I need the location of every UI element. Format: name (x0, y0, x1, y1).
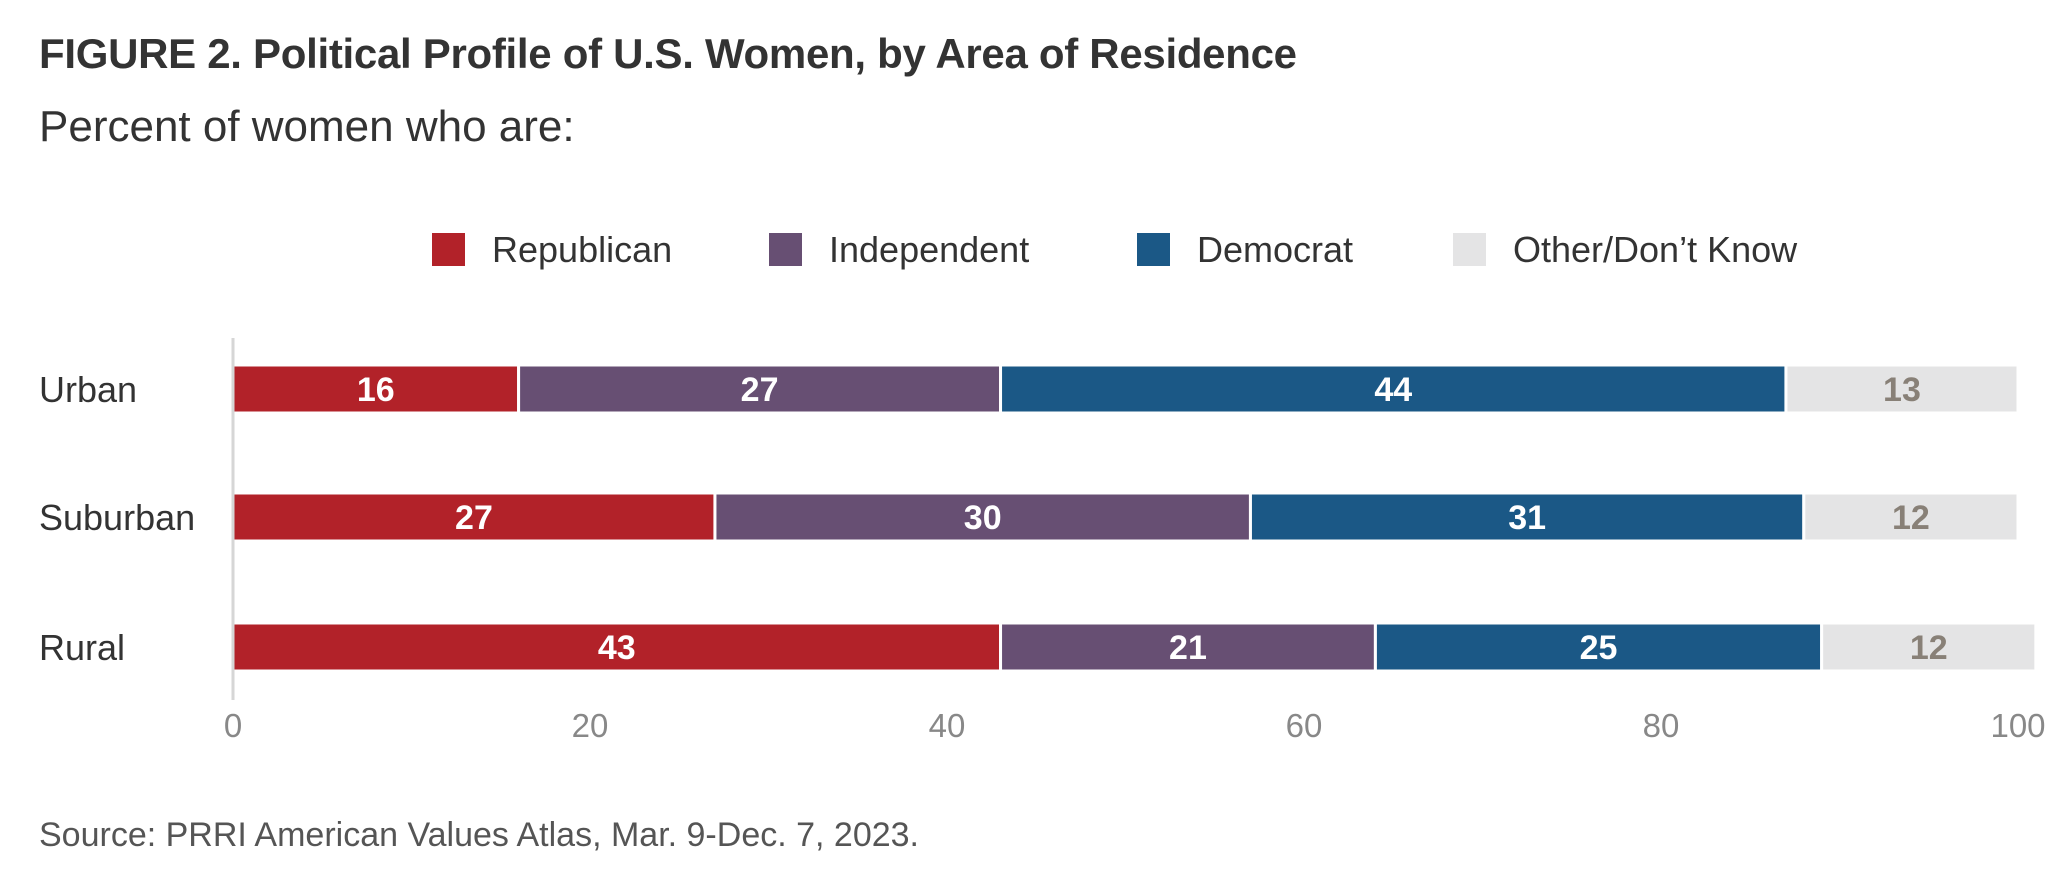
legend-swatch-democrat (1137, 233, 1170, 266)
bar-label-rural-democrat: 25 (1580, 629, 1618, 667)
bar-label-suburban-independent: 30 (964, 499, 1002, 537)
bar-label-rural-other-don-t-know: 12 (1910, 629, 1948, 667)
legend-label-democrat: Democrat (1197, 229, 1353, 270)
source-note: Source: PRRI American Values Atlas, Mar.… (39, 816, 919, 854)
chart-subtitle: Percent of women who are: (39, 102, 575, 151)
bars-group: 16 27 44 13 27 30 31 12 43 21 25 12 (231, 363, 2038, 673)
category-label-suburban: Suburban (39, 497, 195, 538)
x-tick-label-0: 0 (224, 707, 242, 744)
bar-label-suburban-republican: 27 (455, 499, 493, 537)
chart-title: FIGURE 2. Political Profile of U.S. Wome… (39, 30, 1297, 77)
legend-label-republican: Republican (492, 229, 672, 270)
x-tick-label-20: 20 (572, 707, 609, 744)
x-tick-label-60: 60 (1286, 707, 1323, 744)
bar-suburban-independent (713, 491, 1252, 543)
x-axis-ticks: 0 20 40 60 80 100 (224, 707, 2046, 744)
bar-rural-republican (231, 621, 1003, 673)
bar-label-rural-independent: 21 (1169, 629, 1207, 667)
category-label-urban: Urban (39, 369, 137, 410)
x-tick-label-80: 80 (1643, 707, 1680, 744)
legend-swatch-republican (432, 233, 465, 266)
bar-urban-other-don-t-know (1784, 363, 2020, 415)
legend-swatch-other-don-t-know (1453, 233, 1486, 266)
x-tick-label-100: 100 (1990, 707, 2045, 744)
bar-suburban-democrat (1248, 491, 1806, 543)
legend-label-independent: Independent (829, 229, 1029, 270)
legend-swatch-independent (769, 233, 802, 266)
bar-rural-democrat (1373, 621, 1824, 673)
category-label-rural: Rural (39, 627, 125, 668)
bar-suburban-other-don-t-know (1802, 491, 2020, 543)
bar-label-urban-democrat: 44 (1374, 371, 1412, 409)
bar-label-urban-republican: 16 (357, 371, 395, 409)
x-tick-label-40: 40 (929, 707, 966, 744)
bar-label-suburban-other-don-t-know: 12 (1892, 499, 1930, 537)
bar-rural-other-don-t-know (1820, 621, 2038, 673)
legend-label-other-don-t-know: Other/Don’t Know (1513, 229, 1798, 270)
bar-rural-independent (999, 621, 1377, 673)
bar-label-urban-other-don-t-know: 13 (1883, 371, 1921, 409)
bar-label-urban-independent: 27 (741, 371, 779, 409)
chart-legend: Republican Independent Democrat Other/Don’t… (432, 229, 1798, 270)
bar-label-rural-republican: 43 (598, 629, 636, 667)
bar-urban-republican (231, 363, 521, 415)
bar-label-suburban-democrat: 31 (1508, 499, 1546, 537)
